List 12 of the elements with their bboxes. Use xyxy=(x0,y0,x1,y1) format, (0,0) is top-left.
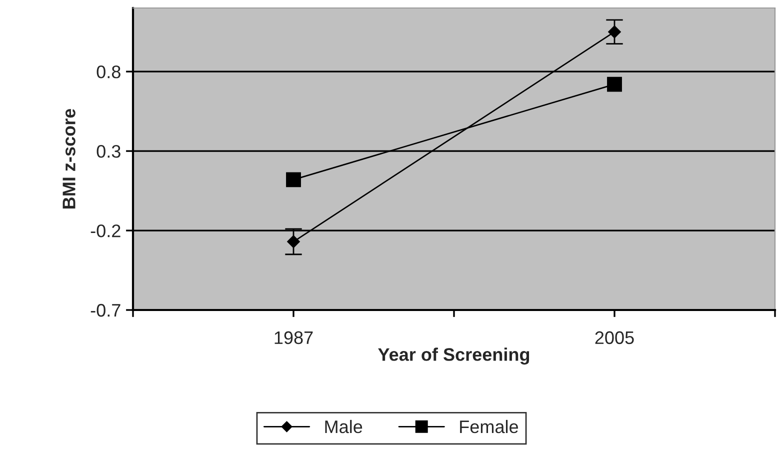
y-tick-label: 0.3 xyxy=(96,144,120,158)
y-tick-label: -0.7 xyxy=(90,304,120,317)
point xyxy=(286,172,301,188)
x-axis-title: Year of Screening xyxy=(378,348,530,365)
x-tick-label: 2005 xyxy=(595,331,634,344)
y-tick-label: 0.8 xyxy=(96,66,120,78)
y-axis-title: BMI z-score xyxy=(62,108,76,208)
point xyxy=(607,76,622,92)
legend-label: Male xyxy=(325,420,362,434)
x-tick-label: 1987 xyxy=(274,331,313,344)
legend-label: Female xyxy=(460,420,518,434)
y-tick-label: -0.2 xyxy=(90,224,120,238)
